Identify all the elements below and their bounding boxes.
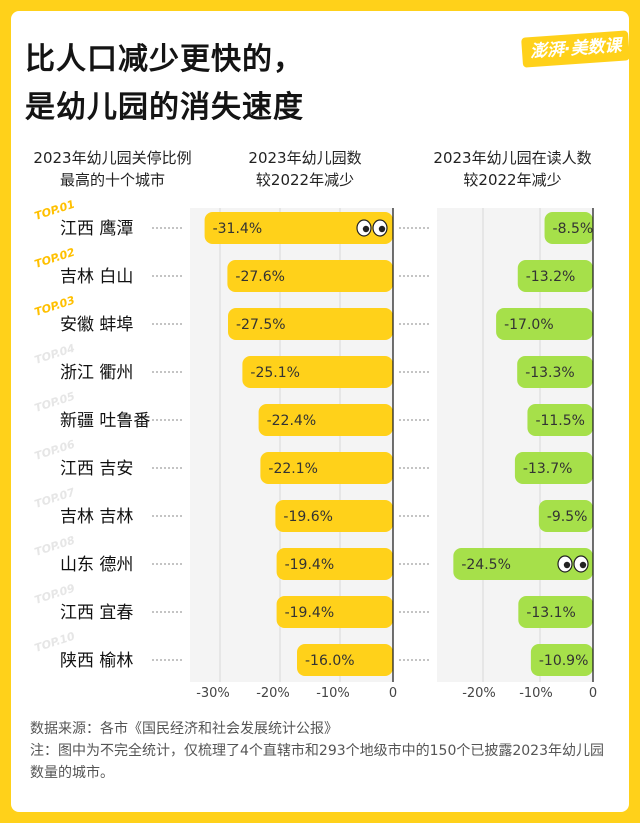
data-label: -19.6% <box>283 509 333 525</box>
header-mid-line1: 2023年幼儿园数 <box>248 149 362 167</box>
bar-enrollment <box>538 500 593 532</box>
city-label: 江西 宜春 <box>60 603 133 623</box>
source-note: 数据来源：各市《国民经济和社会发展统计公报》 <box>30 721 338 737</box>
bar-enrollment <box>544 212 593 244</box>
x-tick-label: -20% <box>462 686 496 701</box>
city-label: 江西 鹰潭 <box>60 219 133 239</box>
max-bar-right-eye-pupil <box>579 561 587 569</box>
bar-kindergarten-count <box>242 356 393 388</box>
bar-enrollment <box>496 308 593 340</box>
bar-kindergarten-count <box>260 452 393 484</box>
bar-kindergarten-count <box>258 404 393 436</box>
city-label: 山东 德州 <box>60 555 133 575</box>
header-right-line1: 2023年幼儿园在读人数 <box>433 149 592 167</box>
page-title-line1: 比人口减少更快的， <box>25 42 304 77</box>
max-bar-left-eye-pupil <box>362 225 370 233</box>
bar-enrollment <box>518 596 593 628</box>
data-label: -25.1% <box>250 365 300 381</box>
data-label: -27.5% <box>236 317 286 333</box>
city-label: 浙江 衢州 <box>60 362 133 383</box>
data-label: -13.2% <box>526 269 576 285</box>
data-label: -10.9% <box>539 653 589 669</box>
city-label: 吉林 白山 <box>60 267 133 287</box>
header-left-line1: 2023年幼儿园关停比例 <box>33 149 192 167</box>
x-tick-label: 0 <box>589 686 597 701</box>
bar-enrollment <box>527 404 593 436</box>
city-label: 江西 吉安 <box>60 459 133 479</box>
data-label: -22.1% <box>268 461 318 477</box>
notes: 数据来源：各市《国民经济和社会发展统计公报》 注：图中为不完全统计，仅梳理了4个… <box>30 718 610 784</box>
page-title-line2: 是幼儿园的消失速度 <box>25 90 304 125</box>
bar-enrollment <box>514 452 593 484</box>
data-label: -19.4% <box>285 557 335 573</box>
x-tick-label: -20% <box>256 686 290 701</box>
bar-kindergarten-count <box>276 548 393 580</box>
city-label: 陕西 榆林 <box>60 651 133 671</box>
data-label: -13.1% <box>526 605 576 621</box>
bar-kindergarten-count <box>204 212 393 244</box>
data-label: -13.7% <box>523 461 573 477</box>
x-tick-label: -10% <box>316 686 350 701</box>
header-left-line2: 最高的十个城市 <box>59 171 165 189</box>
header-mid-line2: 较2022年减少 <box>255 171 355 189</box>
data-label: -8.5% <box>553 221 594 237</box>
bar-kindergarten-count <box>297 644 393 676</box>
header-left: 2023年幼儿园关停比例 最高的十个城市 <box>10 147 215 191</box>
header-mid: 2023年幼儿园数 较2022年减少 <box>215 147 395 191</box>
bar-kindergarten-count <box>276 596 393 628</box>
x-tick-label: 0 <box>389 686 397 701</box>
header-right: 2023年幼儿园在读人数 较2022年减少 <box>410 147 615 191</box>
data-label: -16.0% <box>305 653 355 669</box>
bar-kindergarten-count <box>228 308 393 340</box>
city-label: 新疆 吐鲁番 <box>60 411 150 431</box>
data-label: -11.5% <box>535 413 585 429</box>
data-label: -27.6% <box>235 269 285 285</box>
footnote: 注：图中为不完全统计，仅梳理了4个直辖市和293个地级市中的150个已披露202… <box>30 743 604 781</box>
data-label: -17.0% <box>504 317 554 333</box>
data-label: -31.4% <box>213 221 263 237</box>
bar-kindergarten-count <box>227 260 393 292</box>
data-label: -19.4% <box>285 605 335 621</box>
max-bar-left-eye-pupil <box>378 225 386 233</box>
bar-enrollment <box>530 644 593 676</box>
data-label: -24.5% <box>461 557 511 573</box>
data-label: -13.3% <box>525 365 575 381</box>
header-right-line2: 较2022年减少 <box>463 171 562 189</box>
max-bar-right-eye-pupil <box>563 561 571 569</box>
city-label: 安徽 蚌埠 <box>60 315 133 335</box>
city-label: 吉林 吉林 <box>60 507 133 527</box>
bar-enrollment <box>453 548 593 580</box>
bar-enrollment <box>517 260 593 292</box>
data-label: -9.5% <box>547 509 588 525</box>
bar-enrollment <box>517 356 593 388</box>
x-tick-label: -30% <box>196 686 230 701</box>
data-label: -22.4% <box>267 413 317 429</box>
bar-kindergarten-count <box>275 500 393 532</box>
x-tick-label: -10% <box>519 686 553 701</box>
